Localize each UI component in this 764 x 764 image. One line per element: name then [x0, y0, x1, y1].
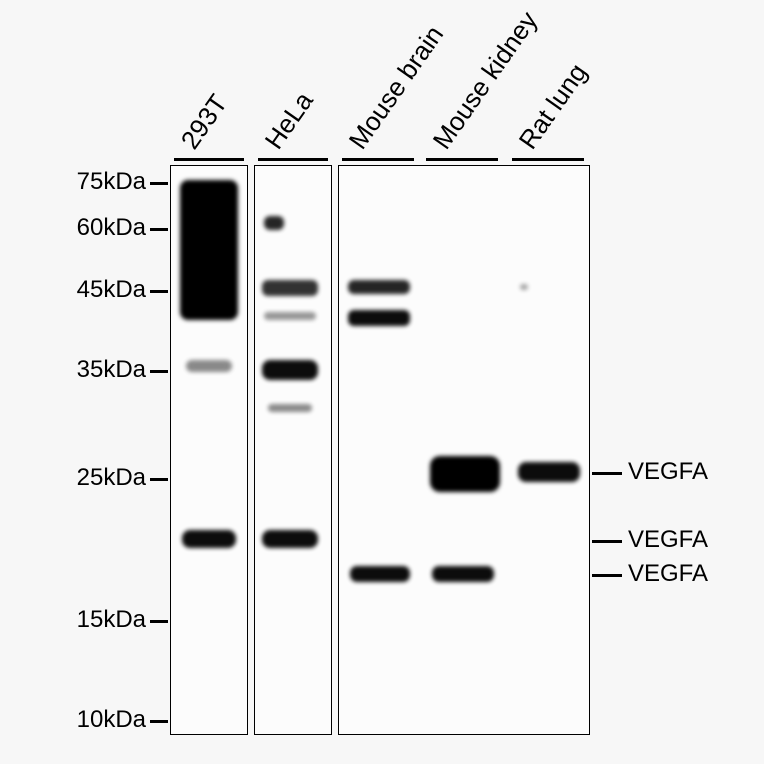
- band: [518, 462, 580, 482]
- marker-tick: [150, 478, 168, 481]
- protein-label-vegfa: VEGFA: [628, 458, 708, 486]
- band: [180, 180, 238, 320]
- marker-label: 35kDa: [62, 356, 146, 384]
- lane-bar: [426, 158, 498, 161]
- band: [264, 216, 284, 230]
- lane-bar: [258, 158, 328, 161]
- band: [432, 566, 494, 582]
- protein-tick: [592, 472, 622, 475]
- band: [182, 530, 236, 548]
- marker-tick: [150, 370, 168, 373]
- band: [186, 360, 232, 372]
- lane-label-rlung: Rat lung: [513, 58, 594, 155]
- marker-label: 75kDa: [62, 168, 146, 196]
- lane-label-hela: HeLa: [259, 86, 320, 155]
- band: [430, 456, 500, 492]
- marker-label: 45kDa: [62, 276, 146, 304]
- band: [262, 530, 318, 548]
- blot-panel-3: [338, 165, 590, 735]
- protein-label-vegfa: VEGFA: [628, 526, 708, 554]
- band: [264, 312, 316, 320]
- band: [268, 404, 312, 412]
- marker-label: 15kDa: [62, 606, 146, 634]
- marker-tick: [150, 228, 168, 231]
- band: [348, 310, 410, 326]
- band: [348, 280, 410, 294]
- marker-tick: [150, 182, 168, 185]
- protein-tick: [592, 574, 622, 577]
- band: [350, 566, 410, 582]
- blot-panel-2: [254, 165, 332, 735]
- marker-label: 10kDa: [62, 706, 146, 734]
- marker-label: 60kDa: [62, 214, 146, 242]
- band: [262, 280, 318, 296]
- band: [520, 284, 528, 290]
- western-blot-figure: 293T HeLa Mouse brain Mouse kidney Rat l…: [0, 0, 764, 764]
- marker-tick: [150, 720, 168, 723]
- marker-label: 25kDa: [62, 464, 146, 492]
- lane-label-293t: 293T: [175, 89, 234, 155]
- protein-tick: [592, 540, 622, 543]
- protein-label-vegfa: VEGFA: [628, 560, 708, 588]
- marker-tick: [150, 620, 168, 623]
- band: [262, 360, 318, 380]
- lane-bar: [174, 158, 244, 161]
- lane-bar: [342, 158, 414, 161]
- marker-tick: [150, 290, 168, 293]
- lane-bar: [512, 158, 584, 161]
